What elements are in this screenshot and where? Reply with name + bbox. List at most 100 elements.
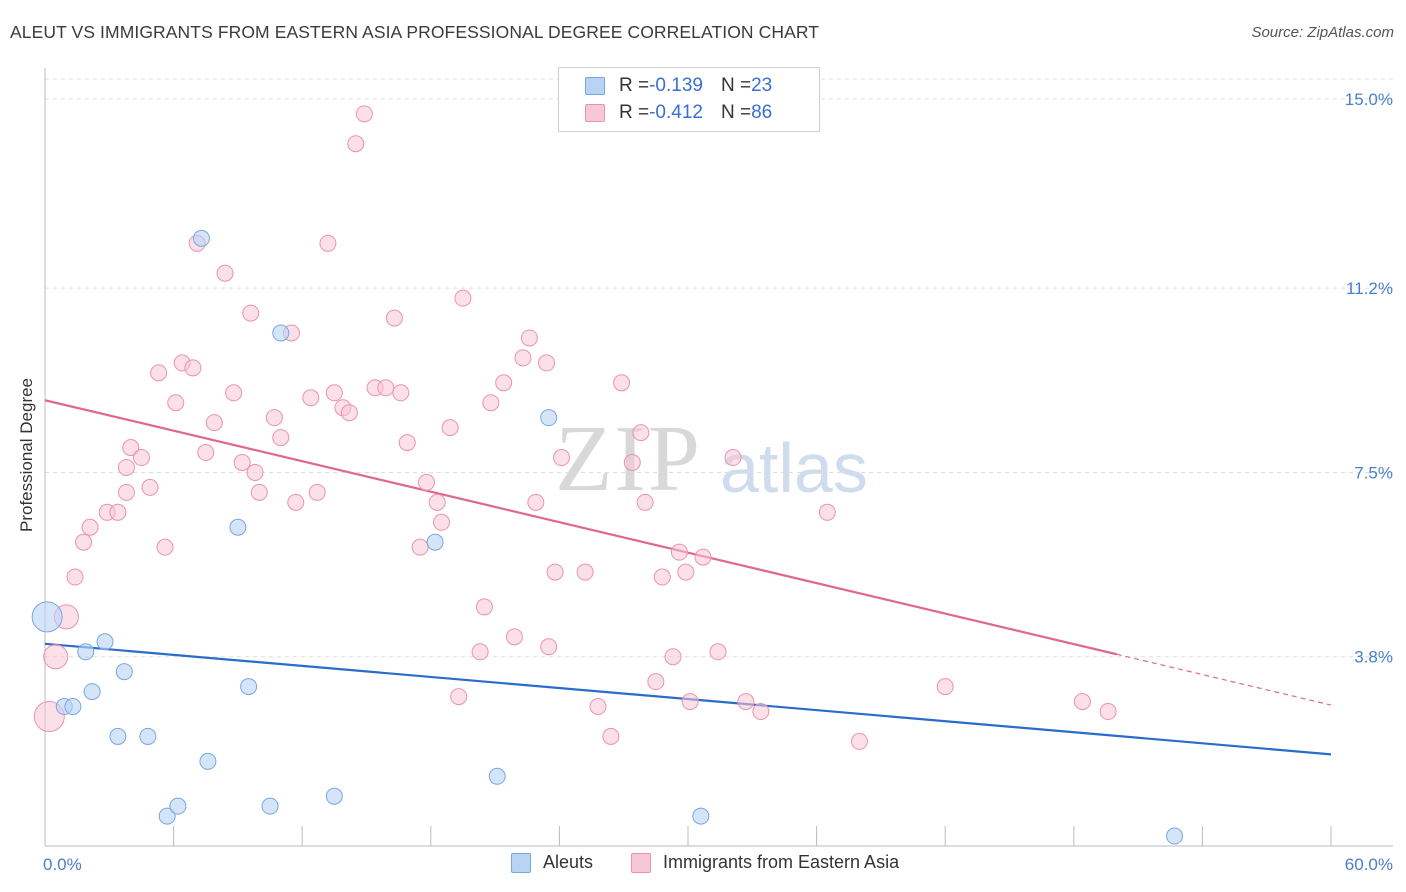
asia-point (75, 533, 93, 551)
asia-point (265, 409, 283, 427)
asia-point (471, 643, 489, 661)
chart-title: ALEUT VS IMMIGRANTS FROM EASTERN ASIA PR… (10, 22, 820, 42)
legend-asia-n-value: 86 (751, 102, 773, 123)
asia-point (664, 648, 682, 666)
aleut-point (325, 787, 343, 805)
aleut-point (261, 797, 279, 815)
asia-point (242, 304, 260, 322)
asia-point (553, 449, 571, 467)
asia-point (43, 644, 69, 670)
asia-point (538, 354, 556, 372)
series-asia-points (33, 105, 1117, 750)
asia-point (482, 394, 500, 412)
asia-point (150, 364, 168, 382)
tick-labels: 3.8% 7.5% 11.2% 15.0% 0.0% 60.0% (43, 90, 1393, 874)
asia-point (117, 458, 135, 476)
aleut-point (426, 533, 444, 551)
aleut-point (229, 518, 247, 536)
bottom-asia-label: Immigrants from Eastern Asia (663, 852, 900, 872)
aleut-point (272, 324, 290, 342)
y-tick-label: 11.2% (1346, 279, 1393, 298)
legend-aleut-n-label: N = (720, 75, 752, 96)
grid-lines (45, 78, 1393, 658)
asia-point (184, 359, 202, 377)
asia-point (225, 384, 243, 402)
x-tick-label-min: 0.0% (43, 855, 82, 874)
asia-point (520, 329, 538, 347)
asia-point (233, 454, 251, 471)
asia-point (287, 493, 305, 511)
asia-point (132, 449, 150, 467)
legend-asia-n-label: N = (720, 102, 752, 123)
aleut-point (139, 727, 157, 745)
bottom-legend-aleut: Aleuts (511, 852, 593, 873)
asia-point (117, 483, 135, 501)
asia-point (623, 454, 641, 471)
aleut-point (192, 229, 210, 247)
asia-point (636, 493, 654, 511)
aleut-point (64, 698, 82, 716)
legend-asia-r-label: R = (619, 102, 650, 123)
asia-point (602, 727, 620, 745)
asia-point (308, 483, 326, 501)
legend-row-asia: R = -0.412 N = 86 (585, 101, 772, 125)
asia-point (653, 568, 671, 586)
asia-point (411, 538, 429, 556)
bottom-aleut-label: Aleuts (543, 852, 594, 872)
asia-point (724, 449, 742, 467)
asia-point (454, 289, 472, 307)
aleut-swatch (585, 77, 605, 95)
asia-point (216, 264, 234, 282)
aleut-point (115, 663, 133, 681)
legend-aleut-n-value: 23 (751, 75, 773, 96)
asia-point (433, 513, 451, 531)
asia-point (1099, 703, 1117, 721)
bottom-asia-swatch (631, 852, 651, 873)
asia-point (936, 678, 954, 696)
asia-point (677, 563, 695, 581)
aleut-point (1166, 827, 1184, 845)
asia-point (156, 538, 174, 556)
asia-point (325, 384, 343, 402)
series-aleut-points (31, 229, 1184, 845)
aleut-point (240, 678, 258, 696)
asia-point (418, 473, 436, 491)
asia-point (441, 419, 459, 437)
aleut-point (158, 807, 176, 825)
asia-point (398, 434, 416, 452)
aleut-point (488, 767, 506, 785)
y-tick-label: 7.5% (1354, 463, 1393, 482)
asia-point (527, 493, 545, 511)
asia-point (450, 688, 468, 706)
asia-point (576, 563, 594, 581)
asia-point (709, 643, 727, 661)
asia-point (546, 563, 564, 581)
asia-point (141, 478, 159, 496)
watermark-atlas: atlas (720, 429, 868, 507)
asia-trendline (44, 399, 1117, 656)
asia-point (514, 349, 532, 367)
asia-point (589, 698, 607, 716)
asia-trendline-extension (1116, 653, 1332, 706)
asia-point (355, 105, 373, 123)
asia-point (505, 628, 523, 646)
bottom-legend-asia: Immigrants from Eastern Asia (631, 852, 899, 873)
asia-point (428, 493, 446, 511)
asia-point (167, 394, 185, 412)
aleut-point (96, 633, 114, 651)
legend-row-aleut: R = -0.139 N = 23 (585, 74, 772, 98)
aleut-point (692, 807, 710, 825)
asia-point (752, 703, 770, 721)
asia-point (1073, 693, 1091, 711)
asia-point (205, 414, 223, 432)
bottom-aleut-swatch (511, 852, 531, 873)
asia-point (109, 503, 127, 521)
asia-point (377, 379, 395, 397)
asia-swatch (585, 104, 605, 122)
legend-asia-r-value: -0.412 (649, 102, 703, 123)
asia-point (122, 439, 140, 457)
asia-point (250, 483, 268, 501)
asia-point (670, 543, 688, 561)
aleut-point (77, 643, 95, 661)
